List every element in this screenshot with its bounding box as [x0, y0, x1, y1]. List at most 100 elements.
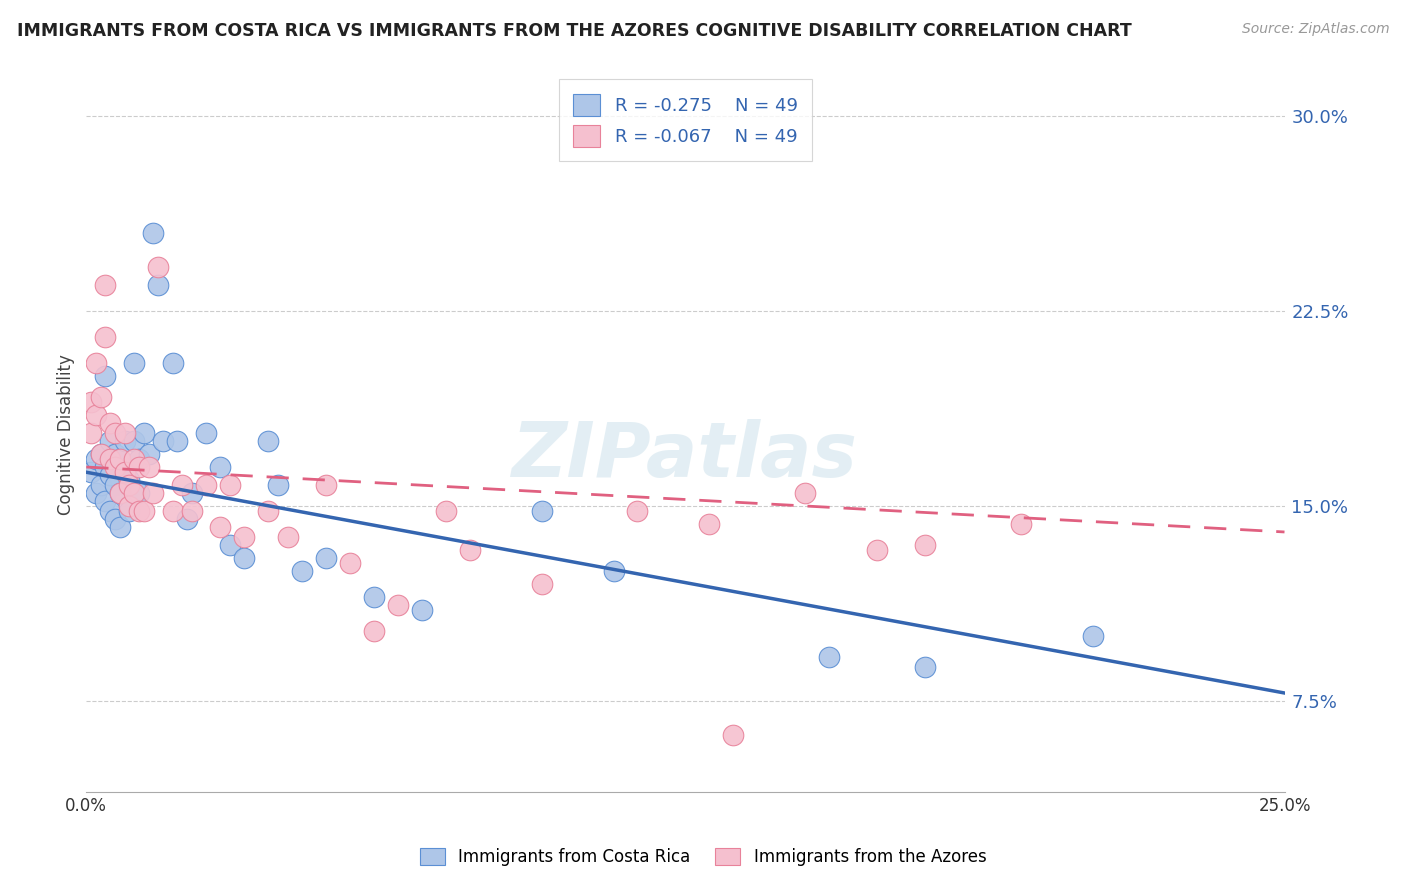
Point	[602, 564, 624, 578]
Y-axis label: Cognitive Disability: Cognitive Disability	[58, 354, 75, 515]
Point	[530, 577, 553, 591]
Point	[128, 486, 150, 500]
Point	[114, 465, 136, 479]
Point	[257, 434, 280, 448]
Point	[118, 473, 141, 487]
Point	[339, 556, 361, 570]
Point	[108, 452, 131, 467]
Point	[132, 504, 155, 518]
Legend: Immigrants from Costa Rica, Immigrants from the Azores: Immigrants from Costa Rica, Immigrants f…	[412, 840, 994, 875]
Point	[723, 727, 745, 741]
Point	[114, 426, 136, 441]
Point	[114, 465, 136, 479]
Point	[458, 543, 481, 558]
Point	[90, 447, 112, 461]
Point	[363, 590, 385, 604]
Point	[84, 356, 107, 370]
Point	[530, 504, 553, 518]
Point	[180, 504, 202, 518]
Point	[94, 330, 117, 344]
Point	[104, 447, 127, 461]
Point	[176, 512, 198, 526]
Point	[122, 486, 145, 500]
Point	[94, 493, 117, 508]
Point	[209, 460, 232, 475]
Point	[914, 660, 936, 674]
Point	[122, 356, 145, 370]
Point	[148, 278, 170, 293]
Point	[162, 356, 184, 370]
Point	[98, 504, 121, 518]
Text: IMMIGRANTS FROM COSTA RICA VS IMMIGRANTS FROM THE AZORES COGNITIVE DISABILITY CO: IMMIGRANTS FROM COSTA RICA VS IMMIGRANTS…	[17, 22, 1132, 40]
Point	[142, 486, 165, 500]
Point	[277, 530, 299, 544]
Point	[94, 369, 117, 384]
Point	[233, 530, 256, 544]
Point	[315, 550, 337, 565]
Point	[98, 434, 121, 448]
Point	[219, 478, 242, 492]
Point	[104, 512, 127, 526]
Point	[122, 452, 145, 467]
Point	[434, 504, 457, 518]
Point	[108, 486, 131, 500]
Point	[128, 452, 150, 467]
Point	[209, 520, 232, 534]
Point	[108, 520, 131, 534]
Point	[128, 460, 150, 475]
Point	[315, 478, 337, 492]
Point	[98, 416, 121, 430]
Legend: R = -0.275    N = 49, R = -0.067    N = 49: R = -0.275 N = 49, R = -0.067 N = 49	[558, 79, 813, 161]
Point	[411, 603, 433, 617]
Point	[267, 478, 290, 492]
Point	[84, 408, 107, 422]
Point	[98, 452, 121, 467]
Point	[138, 447, 160, 461]
Point	[291, 564, 314, 578]
Point	[152, 434, 174, 448]
Point	[80, 395, 103, 409]
Point	[132, 426, 155, 441]
Point	[94, 460, 117, 475]
Point	[219, 538, 242, 552]
Point	[387, 598, 409, 612]
Point	[818, 649, 841, 664]
Point	[166, 434, 188, 448]
Point	[118, 478, 141, 492]
Point	[363, 624, 385, 638]
Point	[195, 478, 218, 492]
Text: Source: ZipAtlas.com: Source: ZipAtlas.com	[1241, 22, 1389, 37]
Point	[866, 543, 889, 558]
Point	[84, 486, 107, 500]
Point	[94, 278, 117, 293]
Point	[914, 538, 936, 552]
Point	[172, 478, 194, 492]
Text: ZIPatlas: ZIPatlas	[512, 419, 859, 493]
Point	[80, 465, 103, 479]
Point	[142, 227, 165, 241]
Point	[794, 486, 817, 500]
Point	[699, 517, 721, 532]
Point	[138, 460, 160, 475]
Point	[1081, 629, 1104, 643]
Point	[104, 478, 127, 492]
Point	[195, 426, 218, 441]
Point	[148, 260, 170, 274]
Point	[118, 504, 141, 518]
Point	[80, 426, 103, 441]
Point	[180, 486, 202, 500]
Point	[90, 447, 112, 461]
Point	[98, 467, 121, 482]
Point	[108, 486, 131, 500]
Point	[1010, 517, 1032, 532]
Point	[257, 504, 280, 518]
Point	[90, 390, 112, 404]
Point	[104, 460, 127, 475]
Point	[118, 499, 141, 513]
Point	[114, 434, 136, 448]
Point	[162, 504, 184, 518]
Point	[122, 434, 145, 448]
Point	[90, 478, 112, 492]
Point	[128, 504, 150, 518]
Point	[233, 550, 256, 565]
